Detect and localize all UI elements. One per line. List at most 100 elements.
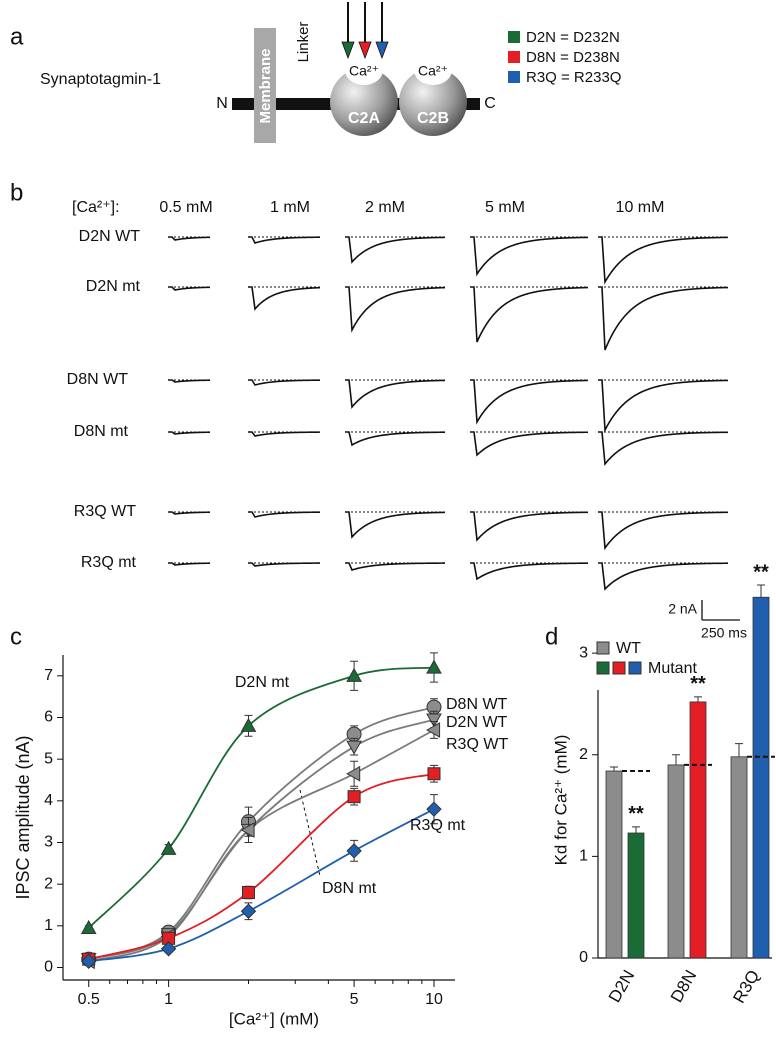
row-label: D8N WT — [67, 371, 129, 388]
y-tick-label: 2 — [44, 875, 53, 892]
ca-header: [Ca²⁺]: — [72, 199, 120, 216]
protein-name: Synaptotagmin-1 — [40, 71, 161, 88]
data-point — [240, 903, 257, 919]
domain — [399, 68, 467, 136]
domain-label: C2A — [348, 110, 380, 127]
ipsc-trace — [345, 562, 446, 571]
ipsc-trace — [598, 286, 729, 351]
domain — [330, 68, 398, 136]
y-tick-label: 3 — [44, 834, 53, 851]
error-bar — [694, 696, 702, 702]
row-label: R3Q mt — [81, 554, 137, 571]
ipsc-trace — [168, 511, 211, 515]
ipsc-trace — [248, 236, 321, 244]
bar — [605, 770, 623, 959]
ipsc-trace — [248, 286, 321, 311]
series-label: D2N mt — [235, 674, 290, 691]
scale-label: 250 ms — [701, 625, 747, 641]
error-bar — [672, 754, 680, 765]
bar — [752, 596, 770, 959]
y-tick-label: 0 — [44, 959, 53, 976]
ipsc-trace — [470, 379, 589, 425]
fit-curve — [88, 808, 435, 963]
significance-label: ** — [753, 561, 769, 583]
series-label: R3Q WT — [446, 736, 508, 753]
significance-label: ** — [628, 803, 644, 825]
series-label: R3Q mt — [410, 817, 466, 834]
y-axis-title: IPSC amplitude (nA) — [13, 735, 33, 899]
legend-label: R3Q = R233Q — [526, 69, 621, 86]
y-tick-label: 3 — [579, 644, 588, 661]
legend-swatch — [508, 71, 520, 83]
panel-label: b — [10, 179, 23, 206]
ipsc-trace — [168, 286, 211, 291]
concentration-label: 5 mM — [485, 199, 525, 216]
y-tick-label: 1 — [44, 917, 53, 934]
ipsc-trace — [598, 431, 729, 467]
legend-label: D8N = D238N — [526, 49, 620, 66]
x-axis-title: [Ca²⁺] (mM) — [229, 1009, 319, 1028]
bar — [689, 701, 707, 959]
ipsc-trace — [598, 236, 729, 285]
scale-label: 2 nA — [668, 601, 697, 617]
legend-label: D2N = D232N — [526, 29, 620, 46]
bar — [667, 764, 685, 959]
data-point — [81, 953, 97, 969]
data-point — [346, 843, 362, 859]
mutation-arrowhead — [375, 41, 389, 60]
data-point — [160, 840, 177, 855]
ipsc-trace — [470, 511, 589, 542]
error-bar — [735, 743, 743, 757]
row-label: D8N mt — [74, 423, 129, 440]
legend-swatch — [508, 51, 520, 63]
data-point — [240, 717, 257, 732]
x-tick-label: D8N — [667, 967, 700, 1006]
data-point — [426, 801, 442, 817]
y-tick-label: 6 — [44, 709, 53, 726]
y-tick-label: 0 — [579, 949, 588, 966]
c-terminus: C — [484, 95, 496, 112]
linker-label: Linker — [295, 22, 312, 63]
ipsc-trace — [470, 236, 589, 277]
error-bar — [757, 584, 765, 598]
x-tick-label: 0.5 — [78, 991, 100, 1008]
data-point — [241, 886, 255, 899]
x-tick-label: D2N — [605, 967, 638, 1006]
data-point — [346, 765, 361, 782]
x-tick-label: 5 — [350, 991, 359, 1008]
concentration-label: 1 mM — [270, 199, 310, 216]
legend-swatch — [596, 661, 610, 675]
legend-swatch — [628, 661, 642, 675]
ipsc-trace — [248, 511, 321, 518]
ipsc-trace — [248, 431, 321, 437]
error-bar — [632, 826, 640, 834]
data-point — [346, 667, 362, 682]
membrane-label: Membrane — [257, 48, 274, 123]
binding-pocket — [345, 55, 383, 85]
fit-curve — [88, 729, 435, 963]
panel-label: d — [545, 623, 558, 650]
panel-a-group: D2N = D232N D8N = D238N R3Q = R233Q — [341, 2, 621, 86]
y-tick-label: 2 — [579, 746, 588, 763]
series-label: D8N mt — [322, 880, 377, 897]
mutation-arrowhead — [358, 41, 372, 60]
fit-curve — [88, 772, 435, 961]
concentration-label: 0.5 mM — [159, 199, 212, 216]
row-label: R3Q WT — [74, 503, 136, 520]
panel-label: a — [10, 23, 24, 50]
ipsc-trace — [470, 286, 589, 343]
ipsc-trace — [470, 562, 589, 581]
data-point — [425, 722, 441, 738]
mutation-arrowhead — [341, 41, 355, 60]
ipsc-trace — [168, 236, 211, 241]
ipsc-trace — [598, 562, 729, 591]
y-tick-label: 5 — [44, 750, 53, 767]
series-label: D2N WT — [446, 714, 508, 731]
data-point — [347, 790, 361, 804]
membrane — [254, 28, 276, 143]
fit-curve — [88, 666, 435, 929]
bar — [730, 756, 748, 959]
binding-pocket — [414, 55, 452, 85]
row-label: D2N WT — [79, 228, 141, 245]
